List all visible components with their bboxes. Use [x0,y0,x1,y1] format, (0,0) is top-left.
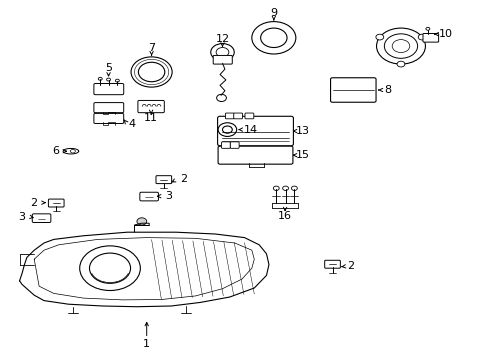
Text: 12: 12 [215,33,229,44]
Circle shape [417,34,425,40]
FancyBboxPatch shape [230,142,239,148]
Text: 10: 10 [438,29,452,39]
Text: 2: 2 [180,174,186,184]
Circle shape [115,79,119,82]
Circle shape [273,186,279,190]
FancyBboxPatch shape [94,84,123,95]
Text: 3: 3 [19,212,25,222]
FancyBboxPatch shape [94,113,123,123]
Circle shape [137,218,146,225]
Text: 2: 2 [30,198,37,208]
Text: 6: 6 [53,146,60,156]
Text: 15: 15 [296,150,309,160]
FancyBboxPatch shape [324,260,340,268]
FancyBboxPatch shape [422,33,438,42]
FancyBboxPatch shape [244,113,253,119]
Text: 5: 5 [105,63,112,73]
Text: 1: 1 [143,339,150,349]
Text: 3: 3 [165,191,172,201]
FancyBboxPatch shape [217,116,293,146]
FancyBboxPatch shape [221,142,230,148]
FancyBboxPatch shape [213,55,232,64]
Text: 7: 7 [148,42,155,53]
Circle shape [375,34,383,40]
FancyBboxPatch shape [218,146,292,164]
Circle shape [425,27,429,30]
Text: 13: 13 [296,126,309,136]
Text: 11: 11 [144,113,158,123]
Circle shape [291,186,297,190]
Circle shape [396,61,404,67]
FancyBboxPatch shape [140,192,158,201]
Text: 14: 14 [244,125,257,135]
Text: 16: 16 [278,211,291,221]
FancyBboxPatch shape [48,199,64,207]
FancyBboxPatch shape [233,113,242,119]
FancyBboxPatch shape [225,113,234,119]
Circle shape [282,186,288,190]
Text: 9: 9 [270,8,277,18]
Circle shape [106,78,110,81]
FancyBboxPatch shape [138,100,164,113]
Text: 4: 4 [128,119,135,129]
FancyBboxPatch shape [156,176,171,184]
FancyBboxPatch shape [94,103,123,113]
FancyBboxPatch shape [330,78,375,102]
FancyBboxPatch shape [32,214,51,222]
Text: 8: 8 [384,85,390,95]
Circle shape [98,77,102,80]
Text: 2: 2 [347,261,354,271]
